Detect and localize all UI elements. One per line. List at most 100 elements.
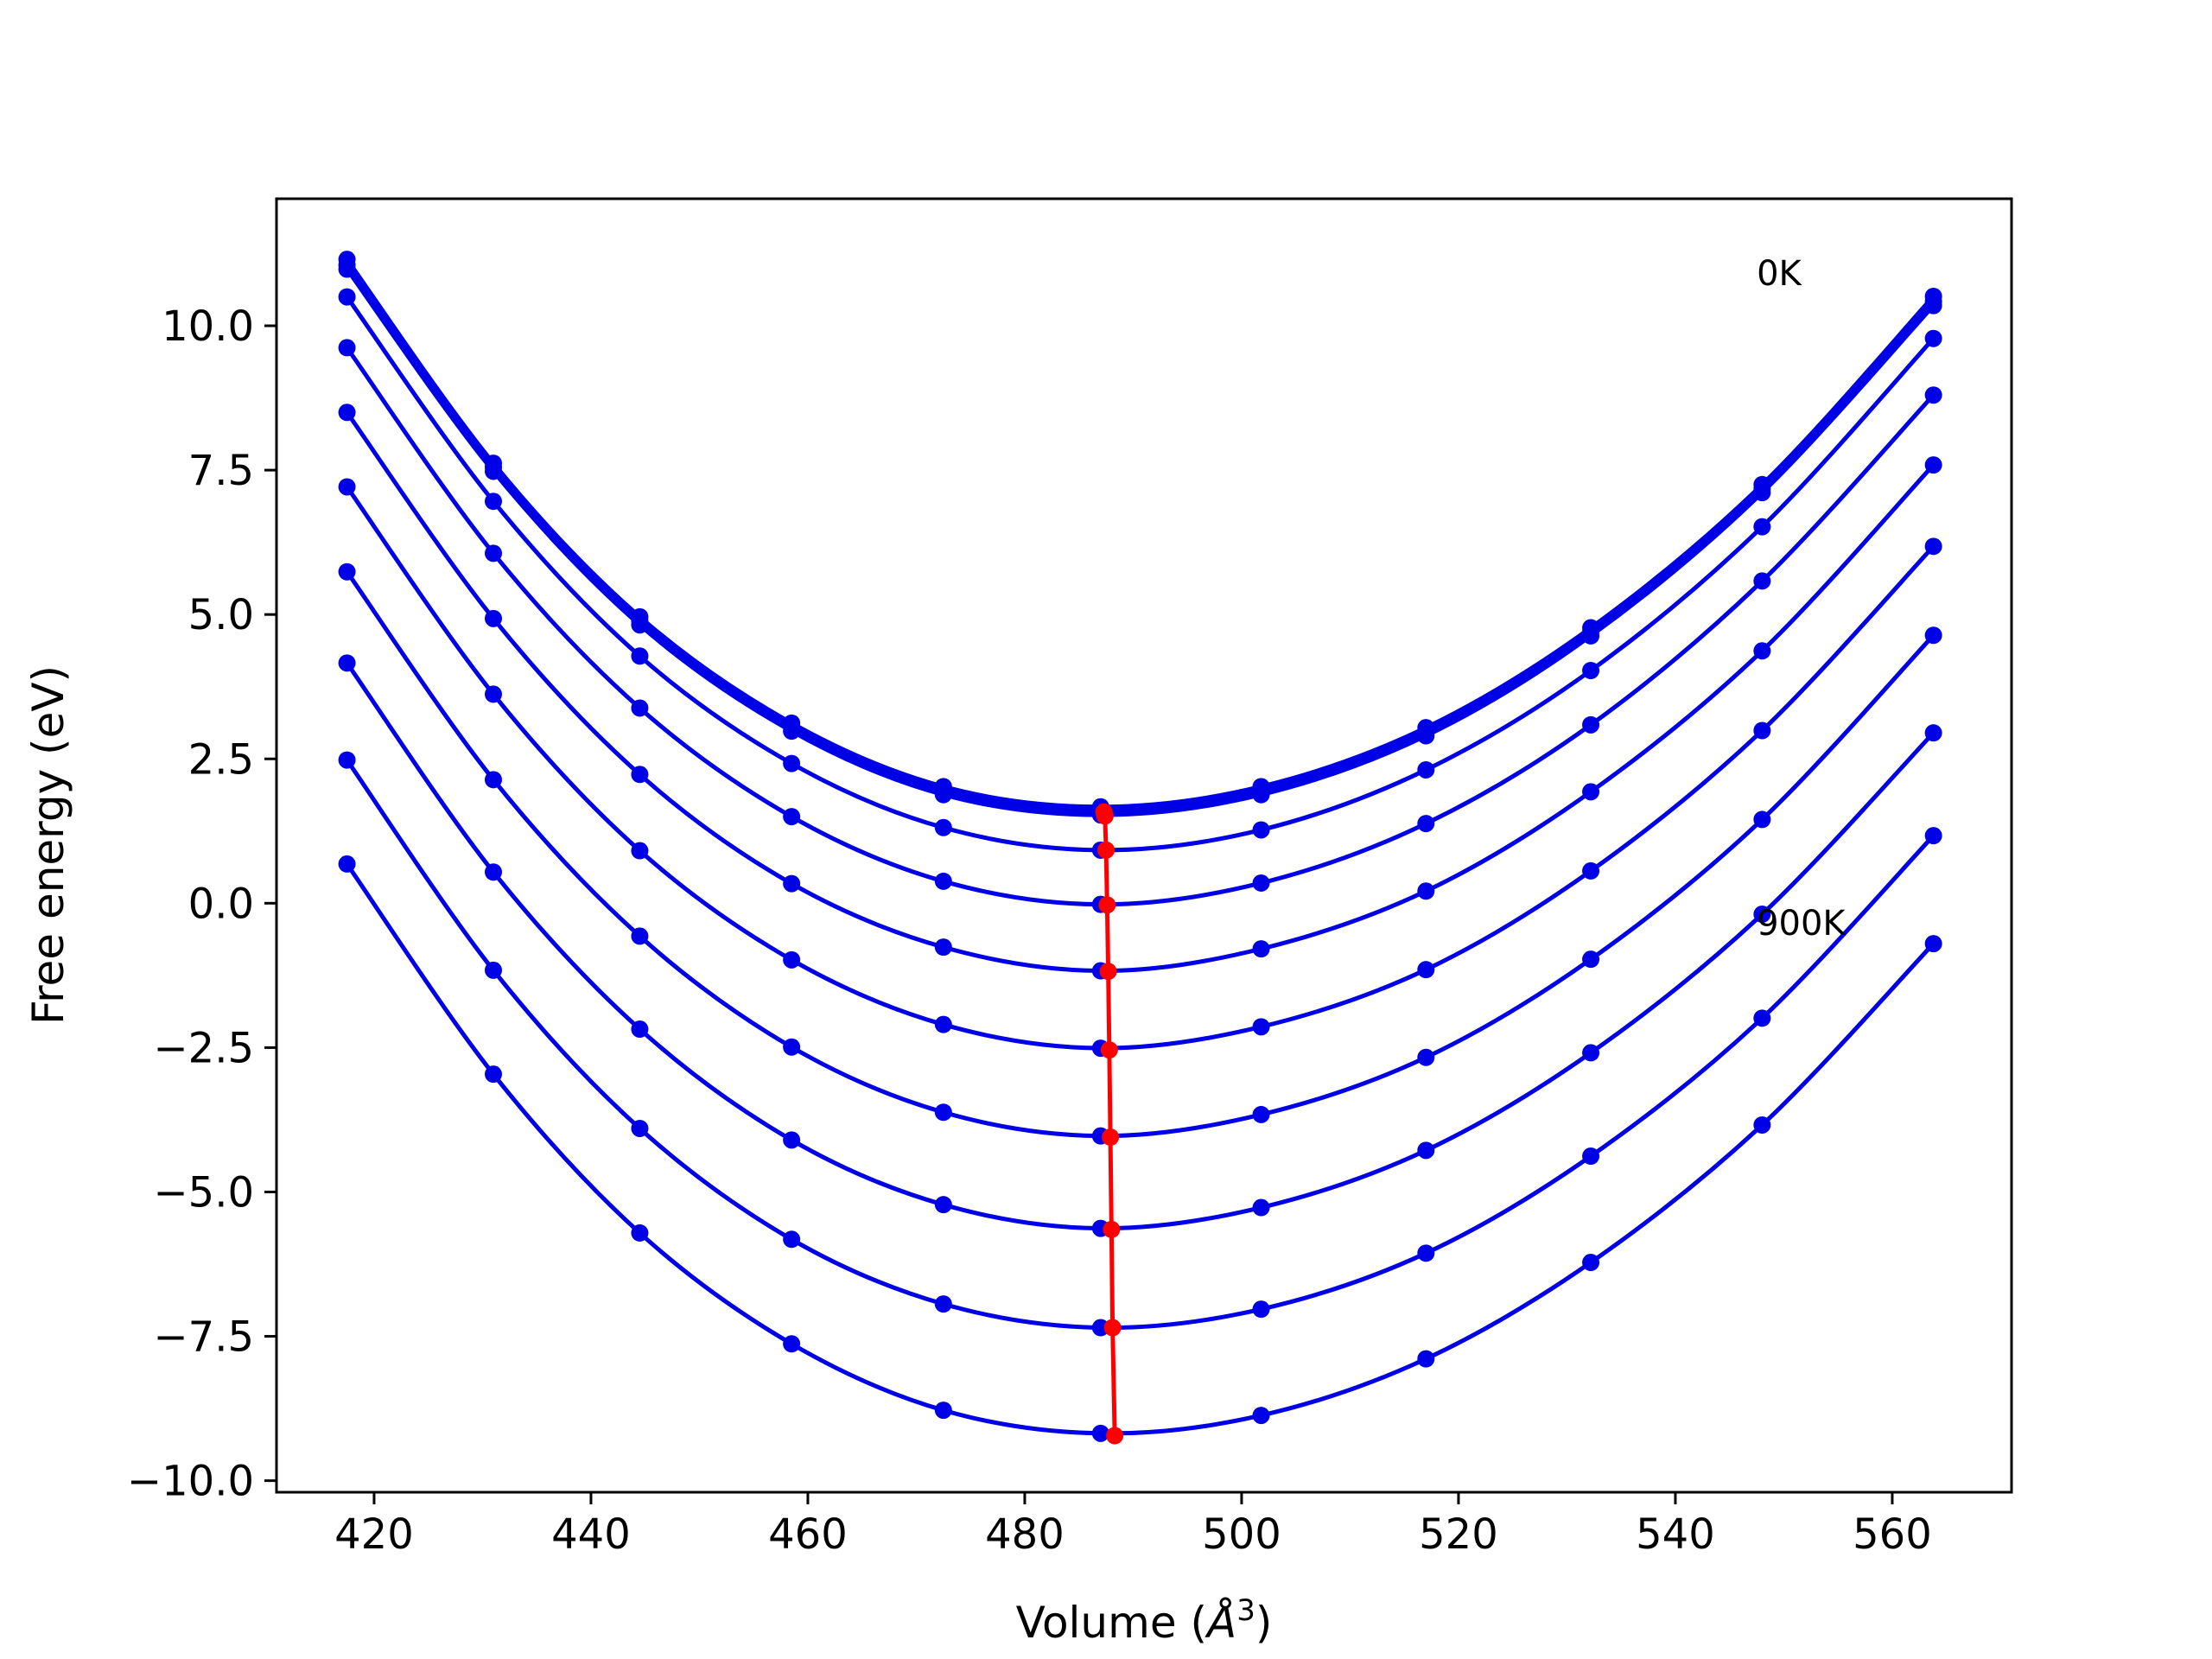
x-tick-label-2: 460 <box>768 1510 848 1559</box>
series-2-point-8 <box>1582 626 1600 645</box>
series-6-point-3 <box>783 950 801 969</box>
minimum-point-5 <box>1100 1041 1118 1059</box>
series-10-point-2 <box>631 1224 649 1242</box>
series-4-point-10 <box>1924 386 1942 404</box>
series-4-point-8 <box>1582 715 1600 734</box>
series-9-point-8 <box>1582 1147 1600 1166</box>
series-10-point-6 <box>1252 1407 1270 1425</box>
series-2-point-3 <box>783 722 801 741</box>
series-8-point-3 <box>783 1131 801 1149</box>
series-2-point-2 <box>631 616 649 634</box>
series-6-point-4 <box>934 1015 952 1033</box>
series-9-point-6 <box>1252 1300 1270 1319</box>
series-2-point-9 <box>1753 484 1771 502</box>
x-tick-label-1: 440 <box>551 1510 631 1559</box>
series-5-point-9 <box>1753 642 1771 660</box>
series-points <box>338 251 1942 1442</box>
series-2-point-7 <box>1417 727 1435 745</box>
series-9-point-0 <box>338 751 356 769</box>
minimum-line-group <box>1095 803 1124 1445</box>
series-10-point-7 <box>1417 1350 1435 1368</box>
series-8-point-1 <box>485 863 502 881</box>
series-8-point-9 <box>1753 906 1771 924</box>
series-4-point-9 <box>1753 572 1771 590</box>
series-5-point-2 <box>631 766 649 784</box>
series-3-point-8 <box>1582 662 1600 680</box>
series-3-point-1 <box>485 493 502 511</box>
annotation-0: 0K <box>1757 254 1802 294</box>
y-tick-label-5: 2.5 <box>188 735 254 784</box>
series-6-point-9 <box>1753 721 1771 740</box>
y-tick-label-1: −7.5 <box>153 1313 254 1362</box>
series-3-point-9 <box>1753 518 1771 536</box>
series-5-point-6 <box>1252 940 1270 958</box>
series-2-point-0 <box>338 260 356 278</box>
series-3-point-10 <box>1924 329 1942 347</box>
series-6-point-10 <box>1924 537 1942 556</box>
series-6-point-8 <box>1582 861 1600 880</box>
series-5-point-10 <box>1924 456 1942 474</box>
y-axis-label: Free energy (eV) <box>23 665 73 1025</box>
series-10-point-8 <box>1582 1254 1600 1272</box>
series-7-point-7 <box>1417 1048 1435 1066</box>
series-3-point-3 <box>783 754 801 772</box>
minimum-point-7 <box>1103 1220 1121 1238</box>
y-tick-label-3: −2.5 <box>153 1024 254 1072</box>
series-6-point-2 <box>631 842 649 860</box>
series-8-point-6 <box>1252 1198 1270 1217</box>
series-5-point-0 <box>338 404 356 422</box>
series-9-point-3 <box>783 1230 801 1249</box>
series-8-point-8 <box>1582 1044 1600 1062</box>
series-7-point-0 <box>338 563 356 581</box>
series-6-point-0 <box>338 478 356 496</box>
series-4-point-7 <box>1417 815 1435 833</box>
y-tick-label-8: 10.0 <box>162 302 254 351</box>
series-7-point-4 <box>934 1103 952 1122</box>
series-4-point-1 <box>485 544 502 563</box>
plot-frame <box>275 197 2013 1494</box>
x-axis-unit-exponent: 3 <box>1236 1593 1255 1628</box>
y-tick-label-2: −5.0 <box>153 1168 254 1217</box>
series-5-point-3 <box>783 874 801 893</box>
series-10-point-1 <box>485 1065 502 1084</box>
y-tick-label-0: −10.0 <box>127 1458 254 1506</box>
series-3-point-0 <box>338 288 356 306</box>
minimum-point-4 <box>1099 963 1117 981</box>
series-7-point-8 <box>1582 950 1600 969</box>
x-tick-label-6: 540 <box>1636 1510 1715 1559</box>
series-5-point-7 <box>1417 882 1435 900</box>
series-10-point-10 <box>1924 935 1942 953</box>
minimum-point-9 <box>1106 1427 1124 1445</box>
series-4-point-6 <box>1252 874 1270 892</box>
series-7-point-9 <box>1753 810 1771 829</box>
series-7-point-6 <box>1252 1105 1270 1123</box>
annotations: 0K 900K <box>1757 254 1847 944</box>
series-8-point-2 <box>631 1020 649 1039</box>
series-8-point-0 <box>338 654 356 672</box>
series-3-point-2 <box>631 647 649 665</box>
series-6-point-6 <box>1252 1018 1270 1036</box>
minimum-point-1 <box>1096 807 1114 825</box>
series-8-point-10 <box>1924 724 1942 742</box>
series-9-point-4 <box>934 1295 952 1313</box>
series-3-point-6 <box>1252 821 1270 839</box>
series-4-point-3 <box>783 808 801 826</box>
minimum-point-8 <box>1103 1319 1122 1337</box>
series-5-point-4 <box>934 938 952 957</box>
x-tick-label-7: 560 <box>1853 1510 1932 1559</box>
x-axis-label: Volume (Å3) <box>1016 1593 1273 1648</box>
x-axis-unit: Å <box>1205 1598 1236 1648</box>
series-8-point-4 <box>934 1196 952 1214</box>
x-tick-label-5: 520 <box>1419 1510 1498 1559</box>
series-4-point-0 <box>338 339 356 357</box>
series-7-point-1 <box>485 771 502 789</box>
series-8-point-7 <box>1417 1141 1435 1160</box>
series-2-point-4 <box>934 785 952 804</box>
y-axis-ticks: −10.0 −7.5 −5.0 −2.5 0.0 2.5 5.0 7.5 10.0 <box>127 302 276 1506</box>
x-tick-label-4: 500 <box>1202 1510 1281 1559</box>
series-6-point-7 <box>1417 961 1435 979</box>
series-9-point-5 <box>1091 1319 1109 1337</box>
series-9-point-2 <box>631 1119 649 1137</box>
x-tick-label-3: 480 <box>985 1510 1065 1559</box>
